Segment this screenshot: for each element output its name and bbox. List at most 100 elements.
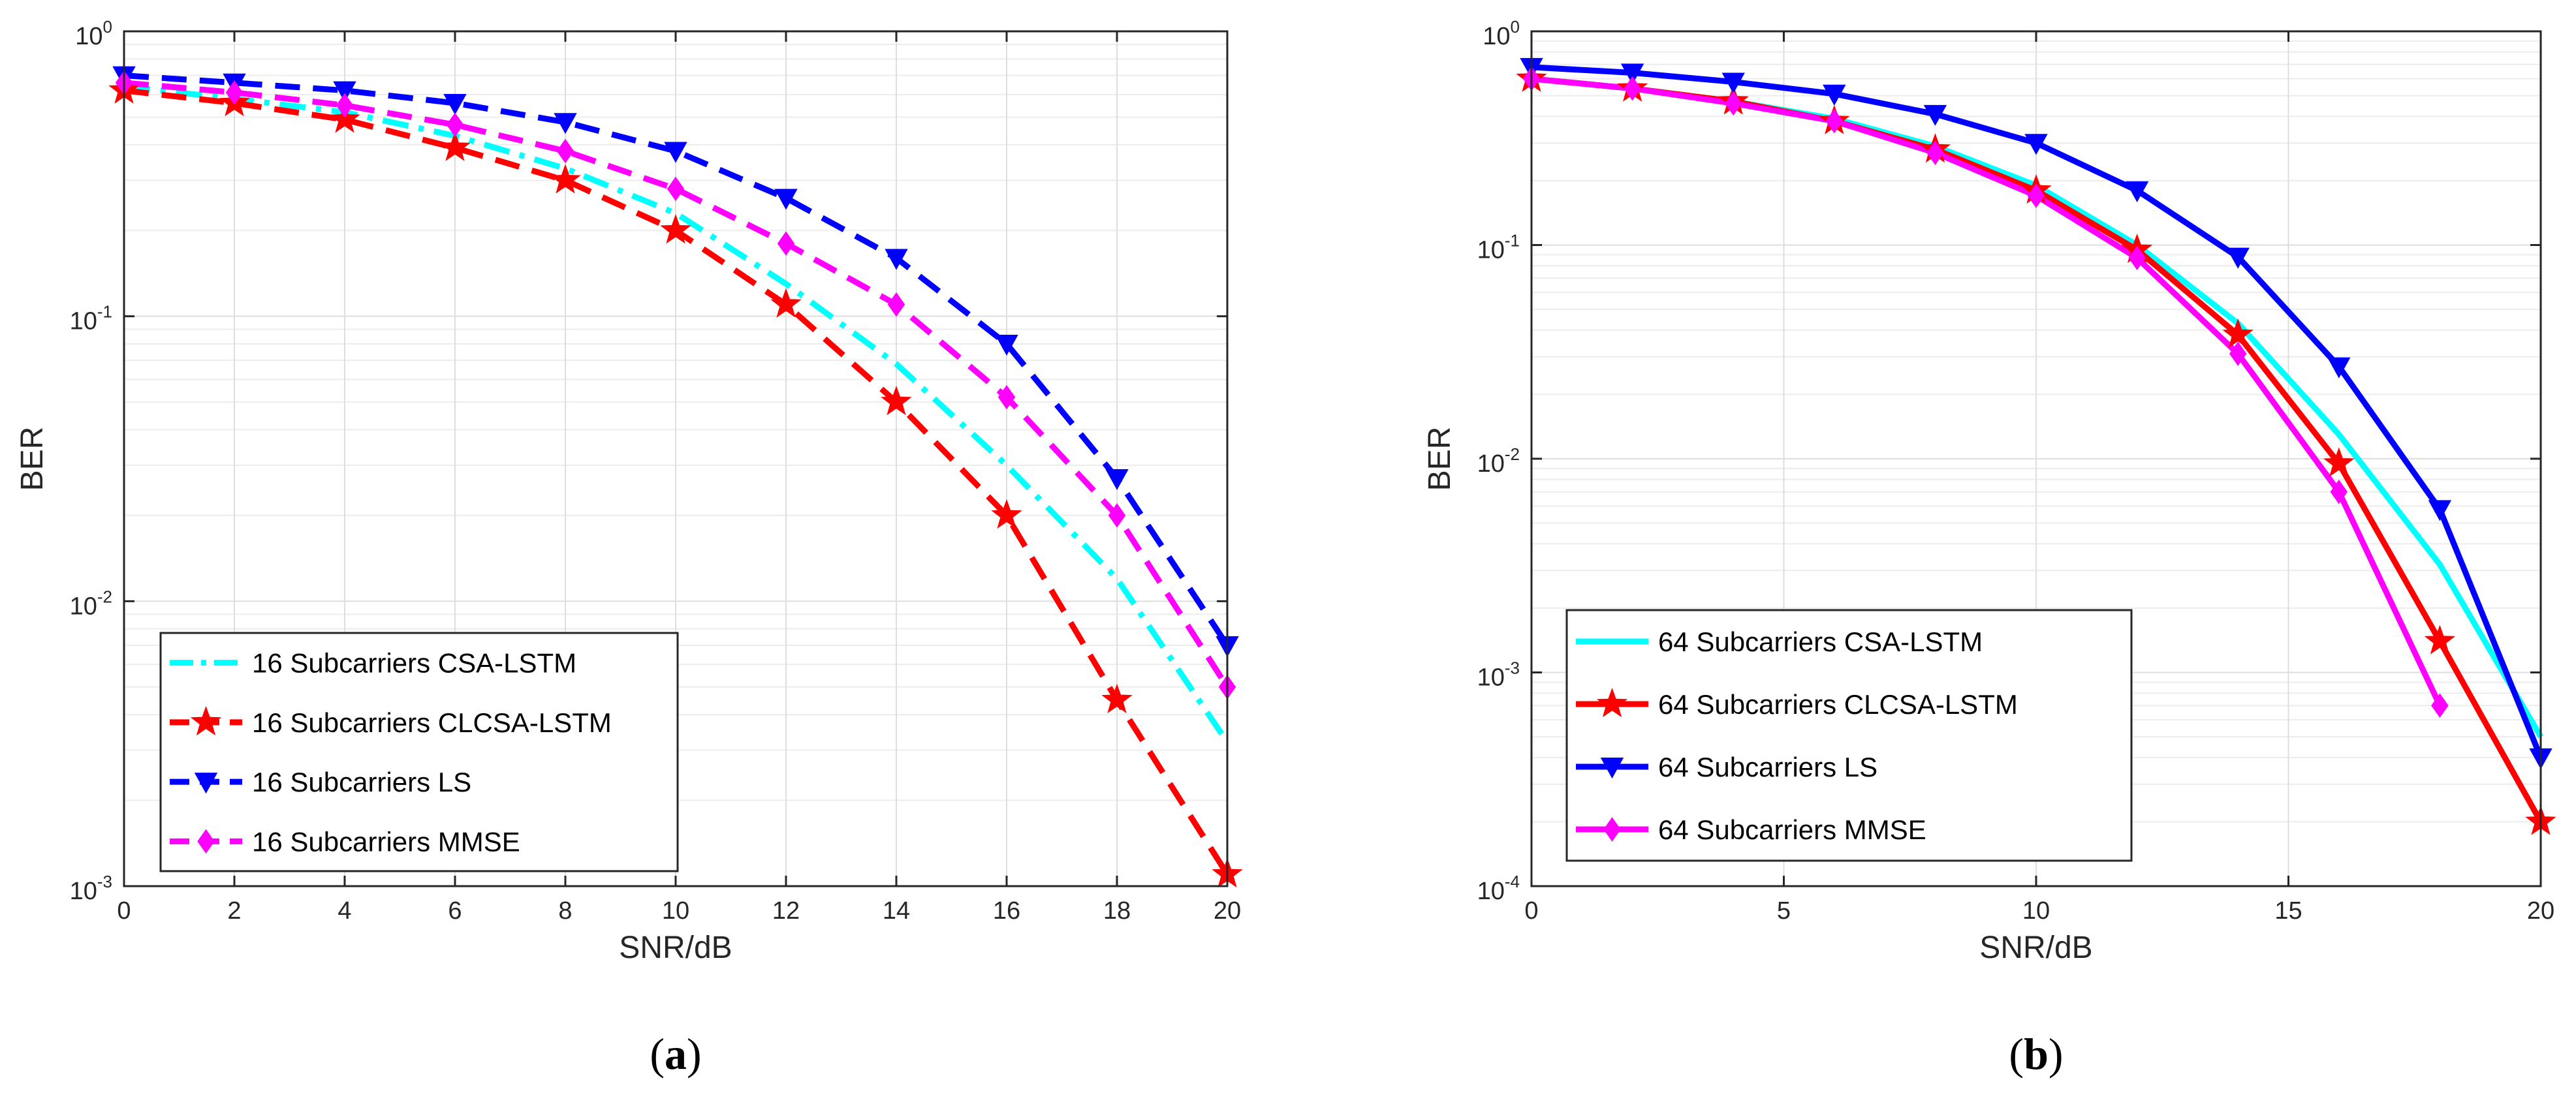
legend-label-1: 64 Subcarriers CLCSA-LSTM — [1658, 689, 2018, 720]
y-tick-exponent: -2 — [97, 587, 112, 606]
y-tick-label: 10-3 — [70, 872, 112, 905]
legend-label-3: 64 Subcarriers MMSE — [1658, 814, 1926, 845]
y-tick-label: 10-2 — [1477, 444, 1520, 478]
series-line-2 — [123, 72, 1230, 647]
series-line-3 — [1531, 76, 2443, 707]
legend: 16 Subcarriers CSA-LSTM 16 Subcarriers CL… — [159, 632, 679, 872]
data-point-3-4 — [556, 138, 574, 164]
data-point-1-7 — [881, 386, 912, 416]
data-point-3-7 — [2229, 341, 2247, 366]
y-tick-label: 100 — [1483, 17, 1520, 50]
chart-panel-a: 0 2 4 6 8 10 12 14 16 18 2010010-110-210-3SNR/dBBE… — [15, 17, 1243, 1079]
data-point-3-7 — [887, 292, 905, 317]
data-point-2-6 — [2125, 181, 2149, 202]
legend-marker-1 — [1596, 688, 1628, 718]
data-point-1-6 — [770, 288, 802, 318]
y-tick-exponent: 0 — [103, 17, 112, 37]
data-point-2-7 — [885, 249, 908, 270]
x-tick-label: 12 — [772, 897, 800, 925]
panel-label-letter: a — [665, 1029, 687, 1079]
x-tick-label: 8 — [558, 897, 572, 925]
data-point-3-5 — [667, 176, 685, 202]
y-tick-label: 10-1 — [1477, 231, 1520, 264]
legend-box — [159, 632, 679, 872]
data-point-3-1 — [1624, 76, 1641, 101]
data-point-3-3 — [446, 112, 464, 137]
y-tick-base: 10 — [1477, 664, 1505, 692]
data-point-2-5 — [2024, 134, 2048, 155]
y-tick-base: 10 — [70, 878, 97, 905]
legend-label-3: 16 Subcarriers MMSE — [252, 826, 520, 857]
y-tick-exponent: -3 — [1505, 658, 1520, 678]
data-point-2-2 — [1721, 72, 1745, 94]
data-point-2-2 — [333, 81, 356, 102]
legend-marker-3 — [197, 829, 215, 854]
panel-label-open: ( — [2009, 1029, 2024, 1079]
data-point-2-9 — [1105, 469, 1129, 491]
y-tick-exponent: -4 — [1505, 872, 1520, 891]
y-tick-label: 10-2 — [70, 587, 112, 620]
legend-box — [1565, 609, 2133, 862]
y-tick-base: 10 — [1477, 237, 1505, 264]
y-tick-exponent: -1 — [1505, 231, 1520, 251]
x-tick-label: 0 — [117, 897, 131, 925]
y-tick-exponent: -3 — [97, 872, 112, 891]
x-tick-label: 15 — [2274, 897, 2302, 925]
legend: 64 Subcarriers CSA-LSTM 64 Subcarriers CL… — [1565, 609, 2133, 862]
legend-marker-1 — [190, 705, 222, 736]
x-tick-label: 18 — [1103, 897, 1131, 925]
x-tick-label: 20 — [2527, 897, 2554, 925]
data-point-3-3 — [1825, 108, 1844, 134]
panel-label-open: ( — [650, 1029, 665, 1079]
data-point-1-5 — [660, 214, 691, 244]
y-tick-base: 10 — [1477, 450, 1505, 478]
legend-marker-2 — [1600, 758, 1624, 779]
data-point-1-2 — [329, 103, 360, 133]
x-tick-label: 6 — [448, 897, 462, 925]
data-point-3-2 — [336, 93, 354, 118]
y-tick-exponent: -2 — [1505, 444, 1520, 464]
x-tick-label: 10 — [2022, 897, 2050, 925]
data-point-3-8 — [2330, 479, 2348, 504]
data-point-2-8 — [995, 334, 1018, 356]
legend-label-2: 16 Subcarriers LS — [252, 767, 471, 797]
x-tick-label: 2 — [227, 897, 241, 925]
data-point-3-5 — [2027, 183, 2045, 208]
data-point-2-8 — [2327, 357, 2351, 378]
data-point-3-6 — [2128, 245, 2146, 271]
y-tick-label: 10-3 — [1477, 658, 1520, 692]
data-point-3-8 — [997, 384, 1016, 410]
data-point-2-3 — [1823, 84, 1846, 106]
x-axis-label: SNR/dB — [619, 931, 732, 965]
legend-label-2: 64 Subcarriers LS — [1658, 752, 1877, 782]
legend-label-0: 16 Subcarriers CSA-LSTM — [252, 648, 576, 679]
x-tick-label: 20 — [1214, 897, 1241, 925]
legend-marker-3 — [1603, 817, 1621, 842]
data-point-2-6 — [774, 189, 798, 210]
y-tick-label: 10-4 — [1477, 872, 1520, 905]
data-point-1-3 — [439, 131, 471, 161]
data-point-1-9 — [1101, 683, 1133, 713]
data-point-1-7 — [2222, 318, 2254, 348]
y-tick-exponent: -1 — [97, 302, 112, 322]
data-point-2-7 — [2226, 247, 2250, 269]
data-point-2-3 — [443, 93, 467, 115]
y-tick-base: 10 — [1477, 878, 1505, 905]
data-point-1-8 — [2323, 447, 2355, 477]
data-point-2-4 — [554, 113, 577, 134]
y-tick-base: 10 — [1483, 23, 1510, 50]
x-tick-label: 5 — [1777, 897, 1791, 925]
data-point-1-9 — [2424, 624, 2456, 654]
y-axis-label: BER — [15, 427, 50, 491]
data-point-2-9 — [2428, 500, 2452, 521]
data-point-3-9 — [2431, 693, 2449, 718]
data-point-2-4 — [1923, 104, 1947, 126]
y-tick-base: 10 — [70, 308, 97, 335]
y-axis-label: BER — [1422, 427, 1457, 491]
data-point-2-5 — [664, 142, 687, 163]
y-tick-base: 10 — [75, 23, 102, 50]
data-point-1-8 — [991, 499, 1022, 529]
data-point-3-6 — [777, 231, 795, 256]
